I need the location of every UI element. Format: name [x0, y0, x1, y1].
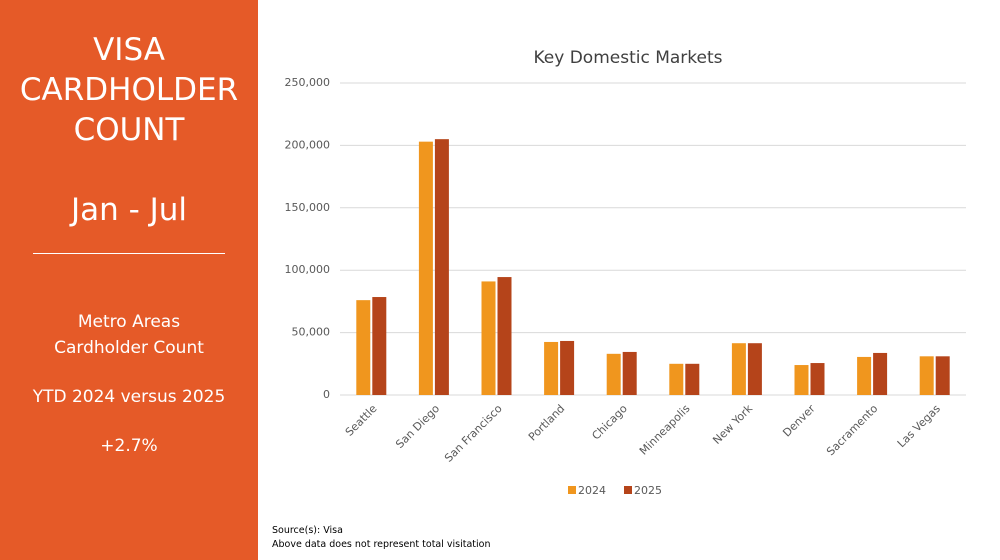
x-tick-label: Minneapolis: [637, 402, 693, 458]
chart: Key Domestic Markets 0 50,000 100,000 150,0…: [285, 48, 966, 497]
chart-title: Key Domestic Markets: [533, 48, 722, 68]
x-tick-label: Denver: [780, 402, 818, 440]
bar: [747, 343, 762, 395]
x-tick-label: Las Vegas: [895, 402, 943, 450]
panel-subtitle: Metro Areas Cardholder Count: [0, 309, 258, 361]
x-tick-label: Sacramento: [824, 402, 880, 458]
legend-label: 2025: [634, 484, 662, 497]
change: +2.7%: [100, 436, 158, 456]
bar: [685, 363, 700, 395]
x-tick-label: San Diego: [393, 402, 442, 451]
bar: [560, 340, 575, 395]
bar: [794, 365, 809, 395]
bar: [857, 356, 872, 395]
bar: [606, 353, 621, 395]
side-panel: VISA CARDHOLDER COUNT Jan - Jul Metro Ar…: [0, 0, 258, 560]
subtitle-line: Metro Areas: [77, 312, 181, 332]
bar: [935, 356, 950, 395]
comparison: YTD 2024 versus 2025: [32, 387, 226, 407]
title-line: COUNT: [73, 112, 185, 148]
source: Source(s): Visa: [272, 525, 343, 536]
bar: [873, 352, 888, 395]
bar: [622, 351, 637, 395]
y-tick-label: 200,000: [285, 138, 331, 151]
legend-swatch: [624, 486, 632, 494]
x-tick-label: San Francisco: [442, 402, 505, 465]
y-tick-label: 150,000: [285, 201, 331, 214]
x-tick-label: New York: [710, 402, 755, 447]
legend-label: 2024: [578, 484, 606, 497]
bar: [669, 363, 684, 395]
bar: [731, 343, 746, 395]
bar: [418, 141, 433, 395]
bar: [356, 300, 371, 395]
y-tick-label: 50,000: [292, 326, 331, 339]
y-tick-label: 250,000: [285, 76, 331, 89]
legend-swatch: [568, 486, 576, 494]
y-tick-label: 0: [323, 388, 330, 401]
panel-title: VISA CARDHOLDER COUNT: [0, 30, 258, 150]
bar: [810, 363, 825, 395]
period: Jan - Jul: [70, 192, 188, 228]
title-line: VISA: [93, 32, 165, 68]
x-tick-label: Seattle: [343, 402, 380, 439]
bar: [919, 356, 934, 395]
y-tick-label: 100,000: [285, 263, 331, 276]
bar: [497, 277, 512, 395]
bar: [544, 341, 559, 395]
bar: [434, 139, 449, 395]
x-tick-label: Chicago: [589, 402, 630, 443]
title-line: CARDHOLDER: [19, 72, 239, 108]
x-tick-label: Portland: [526, 402, 567, 443]
subtitle-line: Cardholder Count: [54, 338, 204, 358]
divider: [33, 253, 225, 254]
bar: [481, 281, 496, 395]
bar: [372, 297, 387, 395]
note: Above data does not represent total visi…: [272, 539, 491, 550]
